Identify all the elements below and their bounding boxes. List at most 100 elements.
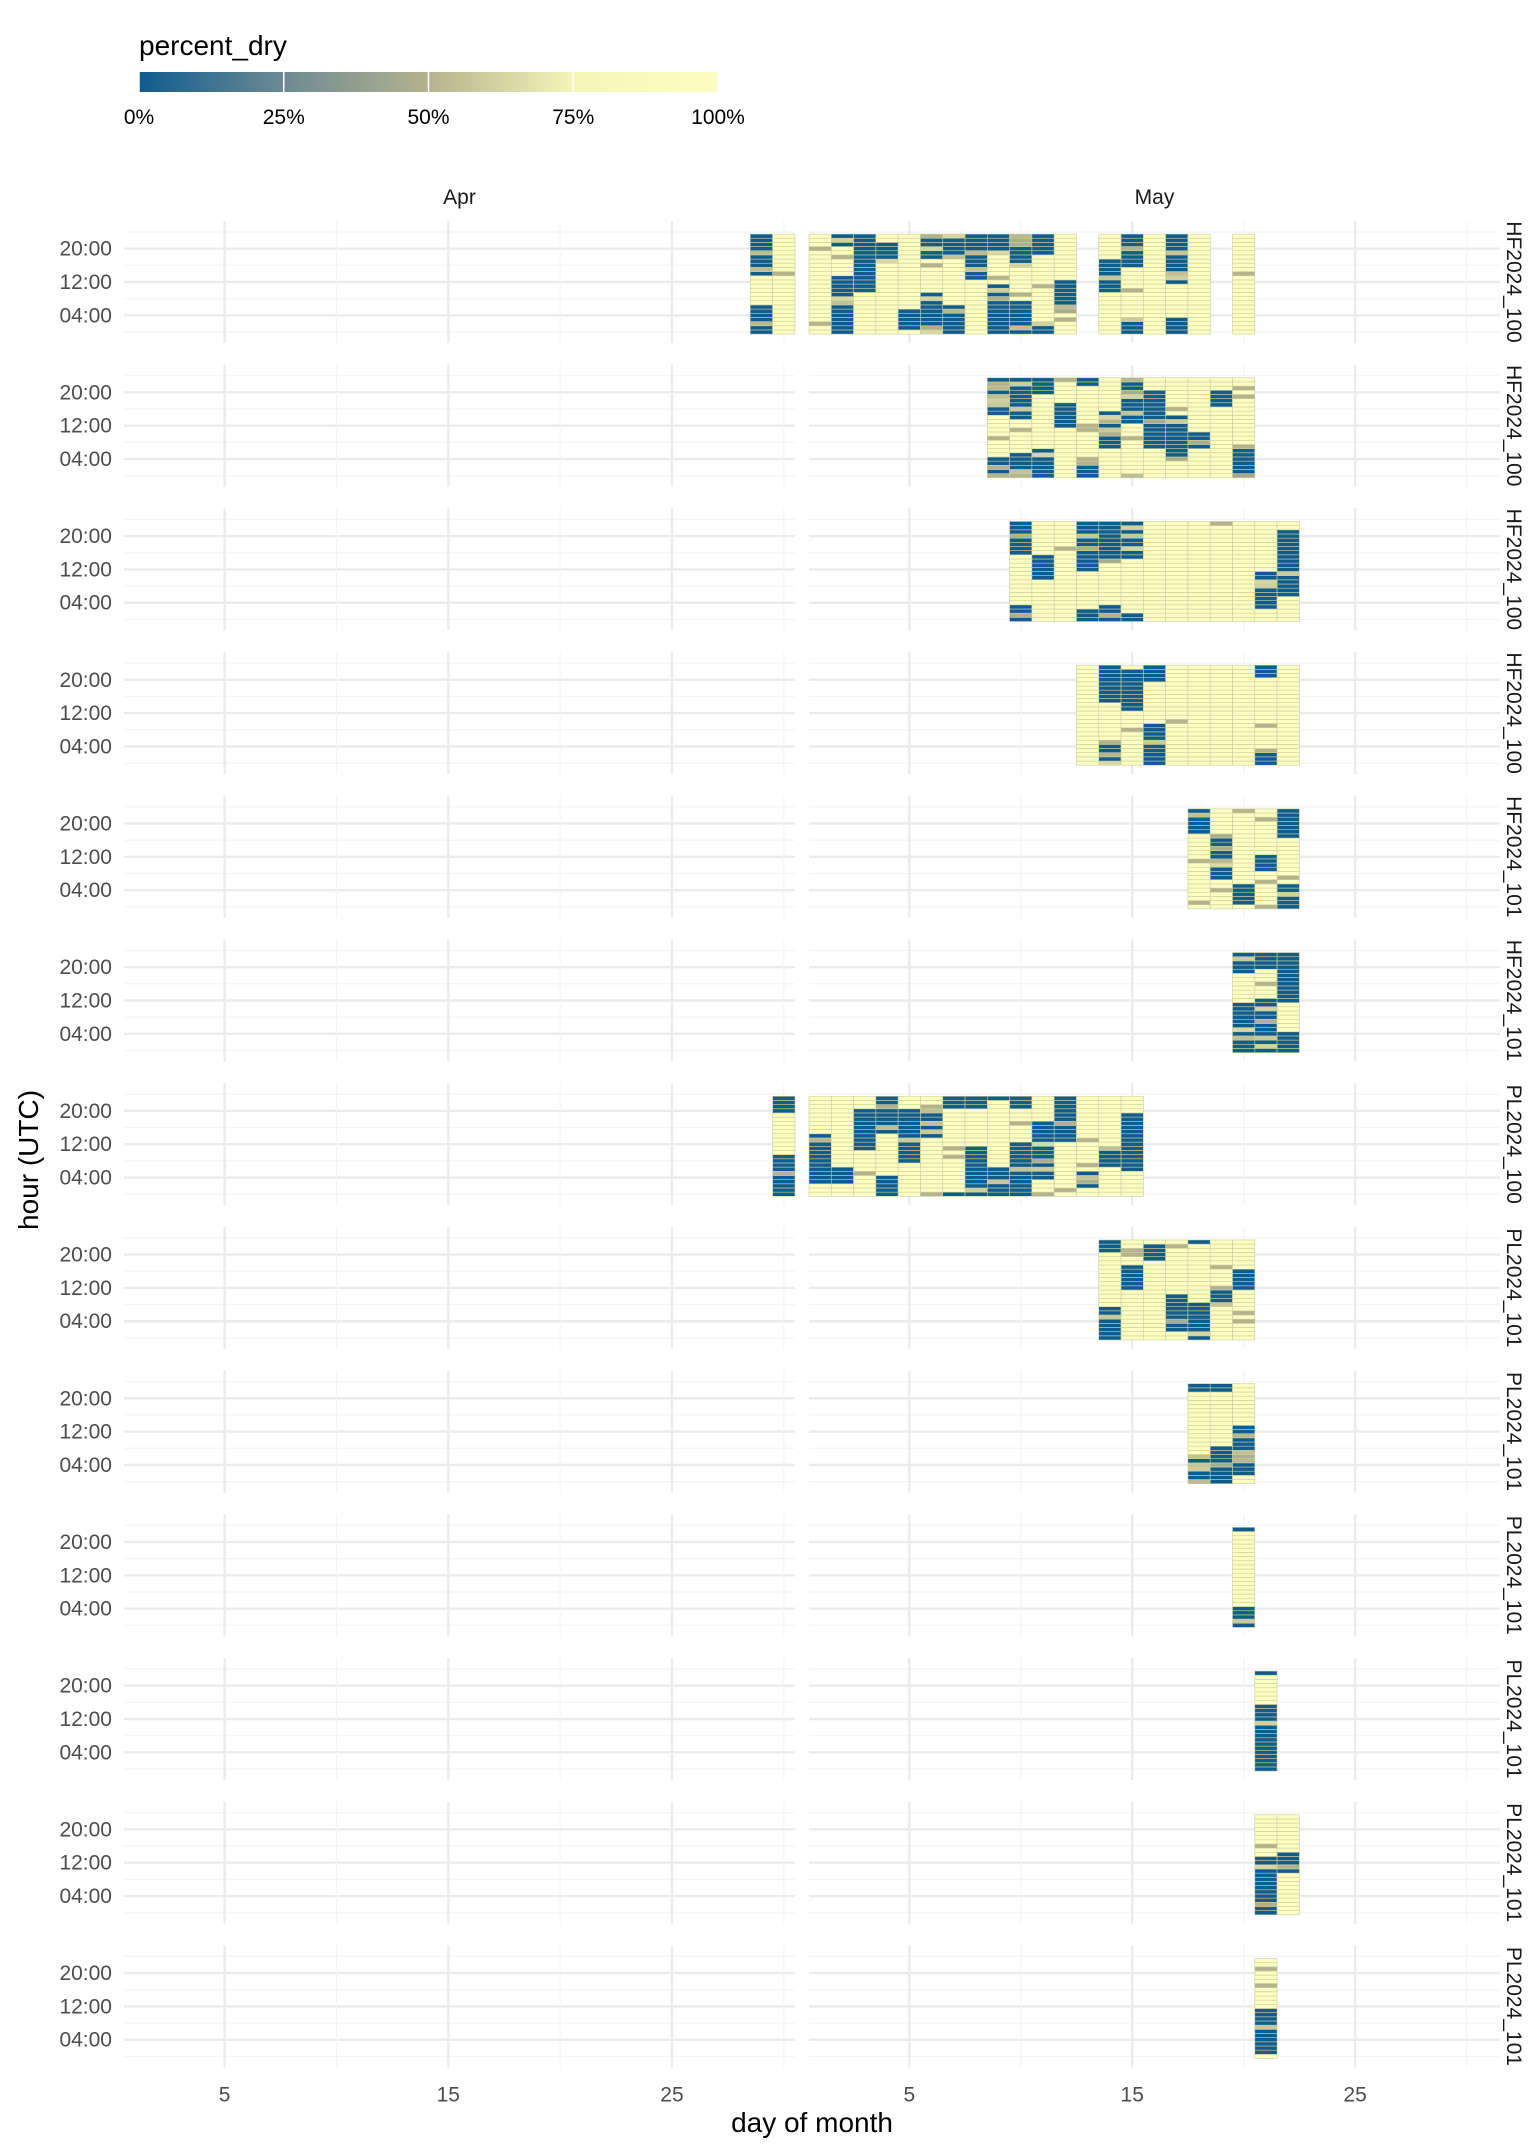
- heatmap-tile: [1143, 427, 1166, 433]
- legend-label: 50%: [407, 106, 449, 129]
- heatmap-tile: [1254, 592, 1278, 597]
- heatmap-tile: [1209, 394, 1233, 399]
- heatmap-tile: [1031, 406, 1055, 412]
- heatmap-tile: [1276, 604, 1300, 610]
- heatmap-tile: [1143, 402, 1166, 408]
- heatmap-tile: [987, 439, 1010, 445]
- heatmap-tile: [1165, 308, 1189, 314]
- heatmap-tile: [853, 317, 877, 322]
- heatmap-tile: [1232, 1400, 1256, 1405]
- heatmap-tile: [1209, 521, 1233, 526]
- heatmap-tile: [1209, 1273, 1233, 1278]
- heatmap-tile: [1076, 583, 1100, 589]
- heatmap-tile: [1187, 448, 1211, 454]
- heatmap-tile: [920, 1170, 944, 1176]
- heatmap-tile: [1120, 677, 1144, 683]
- heatmap-tile: [1009, 233, 1033, 239]
- heatmap-tile: [920, 321, 944, 327]
- heatmap-tile: [1165, 1256, 1189, 1262]
- heatmap-tile: [1232, 1589, 1256, 1595]
- heatmap-tile: [1254, 748, 1278, 753]
- heatmap-tile: [1165, 1331, 1189, 1337]
- heatmap-tile: [1232, 1437, 1256, 1443]
- heatmap-tile: [1143, 435, 1166, 441]
- y-tick-label: 20:00: [59, 1818, 112, 1841]
- heatmap-tile: [1254, 714, 1278, 720]
- heatmap-tile: [1254, 1729, 1278, 1734]
- heatmap-tile: [1232, 321, 1256, 327]
- heatmap-tile: [1209, 681, 1233, 687]
- heatmap-tile: [920, 1112, 944, 1118]
- heatmap-tile: [1120, 1179, 1144, 1185]
- heatmap-tile: [1276, 858, 1300, 864]
- heatmap-tile: [1232, 993, 1256, 999]
- heatmap-tile: [1009, 427, 1033, 433]
- x-tick-label: 25: [660, 2083, 683, 2106]
- heatmap-tile: [1009, 279, 1033, 285]
- heatmap-tile: [1098, 381, 1122, 387]
- heatmap-tile: [1120, 550, 1144, 556]
- heatmap-tile: [1120, 1248, 1144, 1253]
- heatmap-tile: [875, 308, 899, 314]
- heatmap-tile: [1009, 292, 1033, 297]
- heatmap-tile: [920, 1104, 944, 1110]
- heatmap-tile: [1076, 612, 1100, 618]
- heatmap-tile: [1053, 402, 1077, 408]
- heatmap-tile: [1143, 1323, 1166, 1328]
- y-tick-label: 12:00: [59, 990, 112, 1013]
- heatmap-tile: [749, 262, 773, 268]
- heatmap-tile: [1254, 1749, 1278, 1755]
- heatmap-tile: [772, 1187, 796, 1193]
- heatmap-tile: [808, 254, 832, 260]
- heatmap-tile: [1076, 377, 1100, 383]
- heatmap-tile: [1254, 550, 1278, 556]
- heatmap-tile: [875, 267, 899, 272]
- heatmap-tile: [853, 1125, 877, 1130]
- heatmap-tile: [1120, 689, 1144, 695]
- heatmap-tile: [1031, 1166, 1055, 1172]
- heatmap-tile: [1209, 904, 1233, 910]
- heatmap-tile: [897, 1112, 921, 1118]
- heatmap-tile: [1076, 596, 1100, 601]
- heatmap-tile: [1232, 1597, 1256, 1603]
- heatmap-tile: [1254, 1716, 1278, 1722]
- heatmap-tile: [1276, 752, 1300, 758]
- heatmap-tile: [1254, 529, 1278, 535]
- heatmap-tile: [808, 1116, 832, 1122]
- heatmap-tile: [942, 283, 966, 289]
- heatmap-tile: [875, 271, 899, 277]
- heatmap-tile: [830, 321, 854, 327]
- heatmap-tile: [1254, 833, 1278, 839]
- heatmap-tile: [830, 237, 854, 243]
- heatmap-tile: [1053, 448, 1077, 454]
- heatmap-tile: [1209, 1445, 1233, 1451]
- heatmap-tile: [964, 308, 988, 314]
- heatmap-tile: [1120, 1331, 1144, 1337]
- heatmap-tile: [772, 1133, 796, 1139]
- heatmap-tile: [1187, 1327, 1211, 1332]
- heatmap-tile: [1232, 956, 1256, 962]
- heatmap-tile: [1120, 414, 1144, 420]
- heatmap-tile: [875, 329, 899, 335]
- heatmap-tile: [1254, 1958, 1278, 1963]
- heatmap-tile: [1232, 308, 1256, 314]
- heatmap-tile: [875, 1175, 899, 1180]
- heatmap-tile: [1232, 1006, 1256, 1012]
- heatmap-tile: [1232, 981, 1256, 987]
- heatmap-tile: [897, 1179, 921, 1185]
- heatmap-tile: [987, 398, 1010, 404]
- heatmap-tile: [1187, 681, 1211, 687]
- heatmap-tile: [1165, 694, 1189, 699]
- heatmap-tile: [1009, 1158, 1033, 1164]
- heatmap-tile: [1276, 562, 1300, 568]
- heatmap-tile: [808, 1158, 832, 1164]
- heatmap-tile: [749, 325, 773, 331]
- heatmap-tile: [1098, 554, 1122, 560]
- heatmap-tile: [1009, 1162, 1033, 1168]
- heatmap-tile: [875, 300, 899, 306]
- heatmap-tile: [1209, 871, 1233, 876]
- heatmap-tile: [1053, 419, 1077, 424]
- heatmap-tile: [1098, 389, 1122, 395]
- heatmap-tile: [987, 312, 1010, 318]
- heatmap-tile: [1120, 262, 1144, 268]
